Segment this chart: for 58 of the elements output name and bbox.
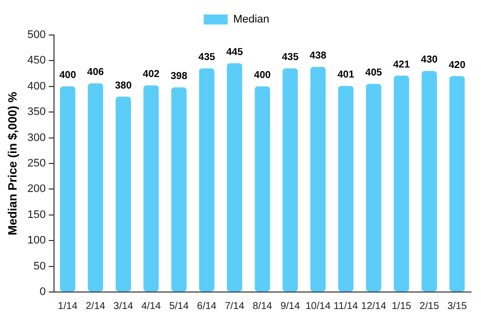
y-tick-label: 150: [27, 208, 46, 221]
x-tick-label: 3/15: [447, 300, 468, 312]
y-tick-label: 500: [27, 29, 46, 42]
bar: [143, 85, 159, 292]
bar: [394, 76, 410, 292]
bar: [366, 84, 382, 292]
data-label: 430: [420, 54, 438, 66]
y-tick-label: 0: [40, 286, 46, 298]
data-label: 435: [282, 52, 299, 64]
x-tick-label: 5/14: [169, 300, 190, 312]
data-label: 421: [393, 59, 410, 70]
y-tick-label: 200: [27, 183, 46, 196]
data-label: 445: [226, 47, 244, 58]
x-tick-label: 11/14: [334, 300, 358, 312]
bar: [60, 86, 76, 292]
data-label: 398: [170, 71, 188, 82]
data-label: 420: [448, 60, 466, 71]
bar: [282, 68, 298, 292]
data-label: 405: [365, 68, 382, 79]
bar: [338, 86, 354, 292]
y-tick-label: 100: [27, 234, 46, 247]
y-tick-label: 50: [34, 260, 46, 272]
bar: [88, 83, 104, 292]
x-tick-label: 1/14: [58, 300, 78, 312]
y-tick-label: 300: [27, 132, 46, 144]
bar: [310, 66, 326, 292]
x-tick-label: 7/14: [224, 300, 245, 312]
y-tick-label: 350: [27, 106, 46, 118]
data-label: 401: [337, 70, 355, 81]
y-tick-label: 400: [27, 80, 46, 92]
y-axis-title: Median Price (in $,000) %: [6, 91, 20, 236]
x-tick-label: 2/15: [420, 300, 440, 312]
x-tick-label: 1/15: [392, 300, 412, 312]
data-label: 380: [114, 80, 132, 92]
data-label: 406: [87, 67, 104, 78]
bar: [116, 96, 131, 292]
bar: [254, 86, 270, 292]
y-tick-label: 450: [27, 54, 46, 67]
bar: [226, 63, 242, 292]
data-label: 438: [310, 50, 327, 62]
x-tick-label: 9/14: [280, 300, 300, 312]
bar: [199, 68, 214, 292]
legend-label: Median: [233, 14, 270, 26]
bar: [422, 70, 437, 292]
x-tick-label: 12/14: [361, 300, 387, 312]
data-label: 402: [142, 69, 160, 80]
data-label: 400: [254, 70, 272, 82]
bar: [449, 76, 465, 292]
x-tick-label: 4/14: [141, 300, 162, 312]
y-tick-label: 250: [27, 158, 46, 170]
x-tick-label: 8/14: [252, 300, 273, 312]
bar: [171, 87, 187, 292]
x-tick-label: 6/14: [197, 300, 217, 312]
x-tick-label: 2/14: [86, 300, 106, 312]
x-tick-label: 3/14: [114, 300, 134, 312]
data-label: 435: [198, 52, 216, 64]
x-tick-label: 10/14: [305, 300, 331, 312]
data-label: 400: [59, 70, 76, 82]
